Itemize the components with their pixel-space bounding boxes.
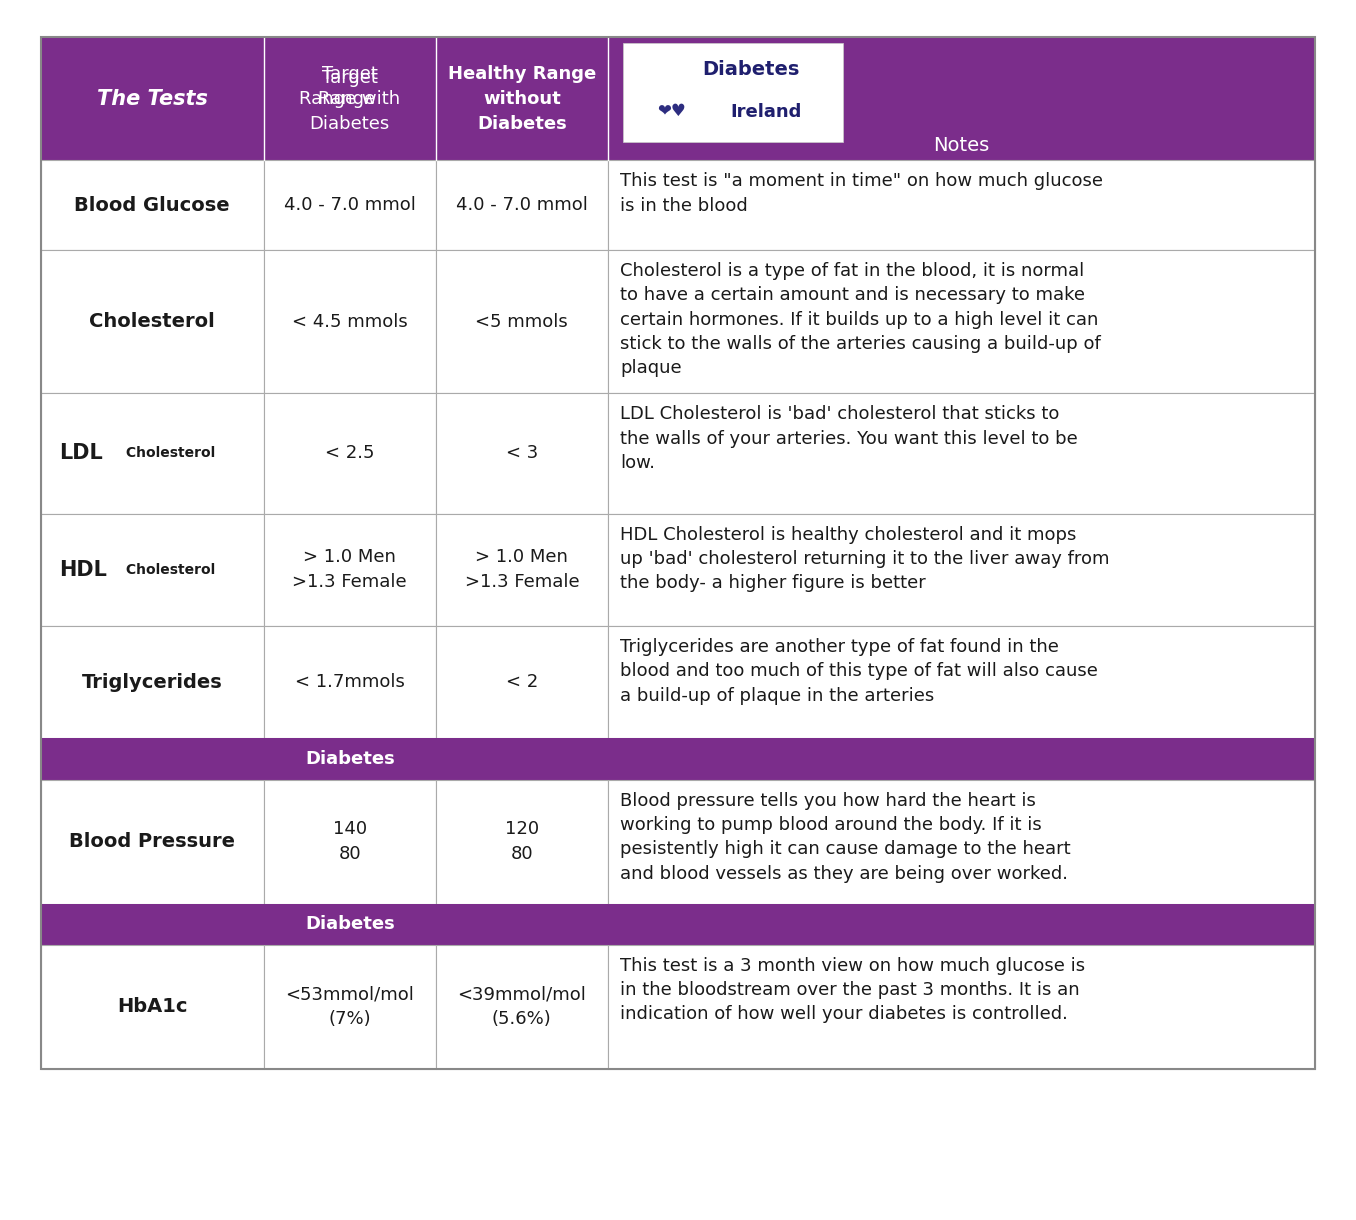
Bar <box>41 780 263 904</box>
Text: Target
Range with
Diabetes: Target Range with Diabetes <box>300 65 400 133</box>
Text: HDL Cholesterol is healthy cholesterol and it mops
up 'bad' cholesterol returnin: HDL Cholesterol is healthy cholesterol a… <box>620 526 1109 592</box>
Text: < 3: < 3 <box>506 444 538 462</box>
Bar <box>607 250 1315 393</box>
Text: This test is "a moment in time" on how much glucose
is in the blood: This test is "a moment in time" on how m… <box>620 172 1102 215</box>
Bar <box>263 780 435 904</box>
Bar <box>41 393 263 514</box>
Text: Cholesterol: Cholesterol <box>121 562 216 577</box>
Bar <box>263 944 435 1069</box>
Bar <box>41 250 263 393</box>
Text: LDL: LDL <box>58 443 103 464</box>
Bar <box>41 514 263 626</box>
Bar <box>41 161 263 250</box>
Bar <box>435 161 607 250</box>
Text: Diabetes: Diabetes <box>702 60 799 79</box>
Text: Cholesterol: Cholesterol <box>89 312 216 331</box>
Text: Notes: Notes <box>933 135 990 155</box>
Text: Ireland: Ireland <box>731 104 801 122</box>
Bar <box>607 161 1315 250</box>
Bar <box>607 626 1315 738</box>
Bar <box>263 393 435 514</box>
Text: < 1.7mmols: < 1.7mmols <box>294 673 404 692</box>
Text: Cholesterol is a type of fat in the blood, it is normal
to have a certain amount: Cholesterol is a type of fat in the bloo… <box>620 262 1101 377</box>
Text: Healthy Range
without
Diabetes: Healthy Range without Diabetes <box>447 65 597 133</box>
Bar <box>41 626 263 738</box>
Bar <box>607 944 1315 1069</box>
Bar <box>41 37 1315 1069</box>
Text: < 2.5: < 2.5 <box>325 444 374 462</box>
Bar <box>435 626 607 738</box>
Text: HDL: HDL <box>58 560 107 580</box>
Bar <box>263 161 435 250</box>
Bar <box>41 904 1315 944</box>
Text: < 4.5 mmols: < 4.5 mmols <box>292 312 408 331</box>
Text: 120
80: 120 80 <box>504 820 538 864</box>
Text: Diabetes: Diabetes <box>305 915 395 933</box>
Bar <box>435 393 607 514</box>
Bar <box>622 43 843 143</box>
Bar <box>607 514 1315 626</box>
Text: ❤♥: ❤♥ <box>656 101 686 120</box>
Bar <box>607 780 1315 904</box>
Text: < 2: < 2 <box>506 673 538 692</box>
Bar <box>263 514 435 626</box>
Bar <box>435 250 607 393</box>
Text: <39mmol/mol
(5.6%): <39mmol/mol (5.6%) <box>457 986 586 1028</box>
Bar <box>41 37 1315 161</box>
Text: > 1.0 Men
>1.3 Female: > 1.0 Men >1.3 Female <box>465 548 579 592</box>
Bar <box>263 626 435 738</box>
Text: Triglycerides are another type of fat found in the
blood and too much of this ty: Triglycerides are another type of fat fo… <box>620 638 1098 705</box>
Text: Diabetes: Diabetes <box>305 750 395 769</box>
Text: <53mmol/mol
(7%): <53mmol/mol (7%) <box>285 986 414 1028</box>
Text: Target
Range: Target Range <box>319 70 381 107</box>
Bar <box>41 944 263 1069</box>
Bar <box>41 738 1315 780</box>
Text: This test is a 3 month view on how much glucose is
in the bloodstream over the p: This test is a 3 month view on how much … <box>620 956 1085 1024</box>
Text: 140
80: 140 80 <box>332 820 367 864</box>
Text: The Tests: The Tests <box>96 89 207 109</box>
Text: > 1.0 Men
>1.3 Female: > 1.0 Men >1.3 Female <box>293 548 407 592</box>
Bar <box>263 250 435 393</box>
Text: <5 mmols: <5 mmols <box>476 312 568 331</box>
Text: Blood pressure tells you how hard the heart is
working to pump blood around the : Blood pressure tells you how hard the he… <box>620 792 1070 882</box>
Text: LDL Cholesterol is 'bad' cholesterol that sticks to
the walls of your arteries. : LDL Cholesterol is 'bad' cholesterol tha… <box>620 405 1078 472</box>
Text: Blood Glucose: Blood Glucose <box>75 195 231 215</box>
Text: 4.0 - 7.0 mmol: 4.0 - 7.0 mmol <box>283 196 416 215</box>
Bar <box>607 393 1315 514</box>
Text: Cholesterol: Cholesterol <box>121 447 216 460</box>
Text: HbA1c: HbA1c <box>117 997 187 1016</box>
Bar <box>435 944 607 1069</box>
Text: Blood Pressure: Blood Pressure <box>69 832 235 852</box>
Bar <box>435 780 607 904</box>
Text: 4.0 - 7.0 mmol: 4.0 - 7.0 mmol <box>456 196 587 215</box>
Text: Triglycerides: Triglycerides <box>81 672 222 692</box>
Bar <box>435 514 607 626</box>
